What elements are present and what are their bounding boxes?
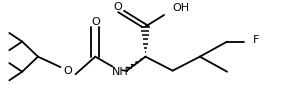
Text: O: O [91, 17, 100, 27]
Text: O: O [64, 66, 72, 76]
Text: O: O [113, 2, 122, 12]
Text: NH: NH [112, 67, 128, 77]
Text: F: F [253, 35, 259, 45]
Text: OH: OH [172, 3, 189, 13]
